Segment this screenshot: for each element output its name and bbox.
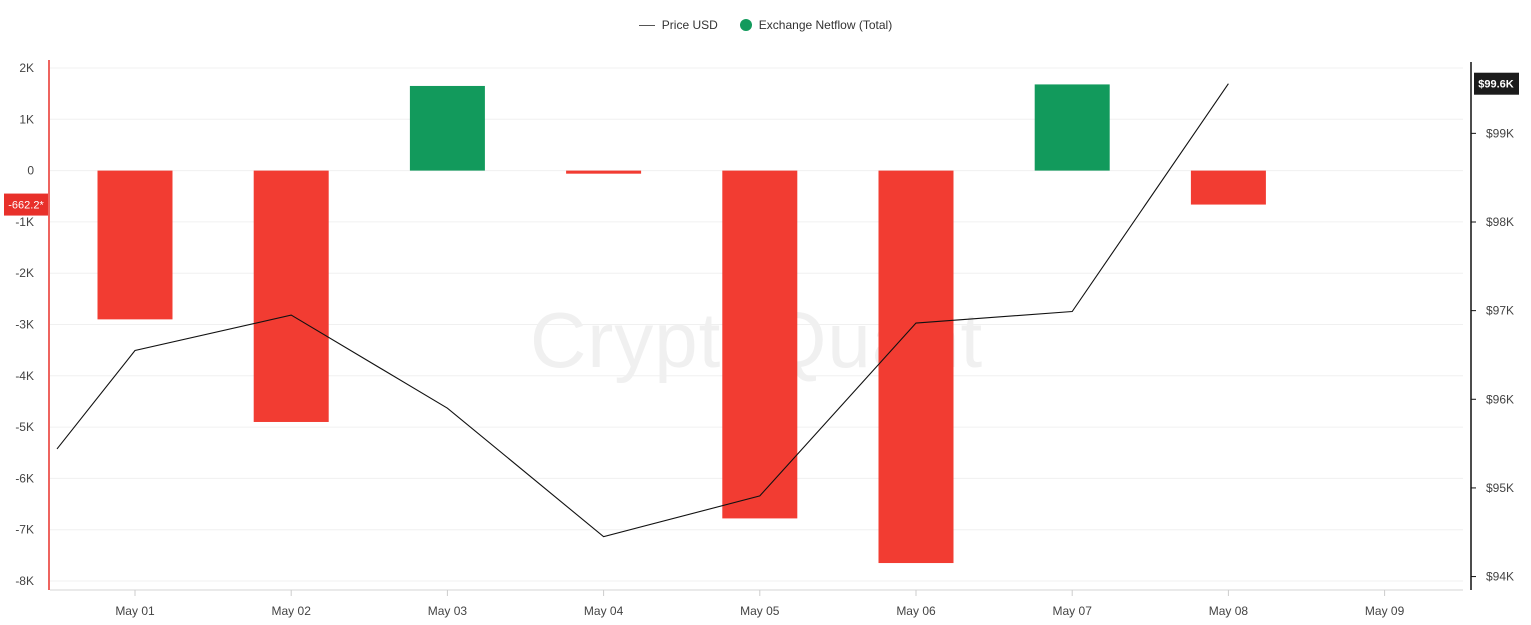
left-tick-label: -6K	[15, 471, 34, 485]
left-tick-label: -4K	[15, 369, 34, 383]
x-tick-label: May 03	[428, 604, 468, 618]
right-tick-label: $96K	[1486, 392, 1514, 406]
x-tick-label: May 06	[896, 604, 936, 618]
legend-label-netflow: Exchange Netflow (Total)	[758, 18, 893, 32]
netflow-bar	[1190, 170, 1266, 205]
left-tick-label: 2K	[19, 61, 34, 75]
left-tick-label: -7K	[15, 523, 34, 537]
right-tick-label: $94K	[1486, 570, 1514, 584]
legend: Price USD Exchange Netflow (Total)	[0, 18, 1531, 32]
line-swatch-icon	[638, 24, 655, 26]
netflow-bar	[1034, 84, 1110, 171]
left-value-badge	[4, 193, 48, 216]
x-tick-label: May 05	[740, 604, 780, 618]
price-line	[56, 83, 1229, 538]
left-tick-label: -5K	[15, 420, 34, 434]
left-tick-label: -3K	[15, 318, 34, 332]
x-tick-label: May 09	[1365, 604, 1405, 618]
right-value-badge-label: $99.6K	[1478, 79, 1514, 91]
left-tick-label: 1K	[19, 112, 34, 126]
left-tick-label: -1K	[15, 215, 34, 229]
x-tick-label: May 02	[272, 604, 312, 618]
left-tick-label: 0	[27, 164, 34, 178]
x-tick-label: May 04	[584, 604, 624, 618]
left-value-badge-label: -662.2*	[8, 200, 44, 212]
netflow-bar	[97, 170, 173, 320]
left-tick-label: -8K	[15, 574, 34, 588]
x-tick-label: May 01	[115, 604, 155, 618]
legend-item-netflow[interactable]: Exchange Netflow (Total)	[739, 18, 893, 32]
netflow-bar	[722, 170, 798, 519]
right-tick-label: $99K	[1486, 126, 1514, 140]
left-tick-label: -2K	[15, 266, 34, 280]
netflow-bar	[409, 85, 485, 171]
x-tick-label: May 07	[1053, 604, 1093, 618]
netflow-bar	[566, 170, 642, 174]
x-tick-label: May 08	[1209, 604, 1249, 618]
right-tick-label: $98K	[1486, 215, 1514, 229]
netflow-bar	[878, 170, 954, 564]
netflow-bar	[253, 170, 329, 422]
dot-swatch-icon	[739, 19, 752, 31]
legend-item-price[interactable]: Price USD	[638, 18, 718, 32]
right-tick-label: $97K	[1486, 304, 1514, 318]
right-value-badge	[1474, 72, 1519, 95]
legend-label-price: Price USD	[661, 18, 718, 32]
right-tick-label: $95K	[1486, 481, 1514, 495]
